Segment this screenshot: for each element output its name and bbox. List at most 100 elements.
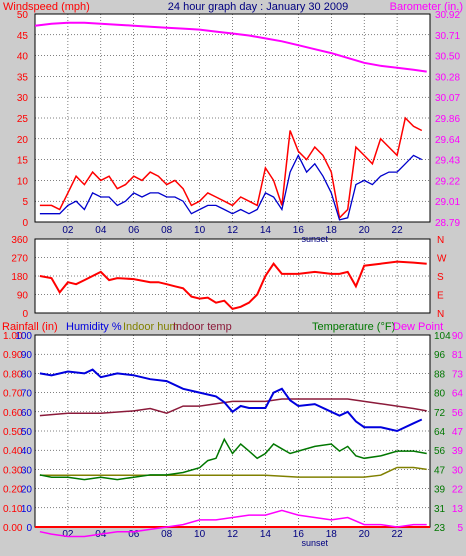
humidity-tick-label: 0 <box>26 523 32 534</box>
windspeed-tick-label: 5 <box>22 197 28 208</box>
windspeed-tick-label: 10 <box>17 176 29 187</box>
rainfall-tick-label: 0.00 <box>3 523 23 534</box>
temperature-tick-label: 72 <box>434 408 446 419</box>
dewpoint-tick-label: 73 <box>452 369 464 380</box>
x-tick-label: 06 <box>128 529 140 540</box>
x-tick-label: 20 <box>359 225 371 236</box>
windspeed-gust-line <box>39 116 423 220</box>
x-tick-label: 14 <box>260 225 272 236</box>
rainfall-tick-label: 0.90 <box>3 350 23 361</box>
indoor-humidity-line <box>39 466 427 478</box>
x-tick-label: 12 <box>227 529 239 540</box>
windspeed-tick-label: 50 <box>17 10 29 21</box>
dewpoint-tick-label: 64 <box>452 389 464 400</box>
x-tick-label: 02 <box>62 529 74 540</box>
humidity-tick-label: 10 <box>21 504 33 515</box>
direction-tick-label: 90 <box>17 291 29 302</box>
x-tick-label: 20 <box>359 529 371 540</box>
direction-tick-label: 360 <box>11 235 28 246</box>
dewpoint-tick-label: 90 <box>452 331 464 342</box>
x-tick-label: 16 <box>293 225 305 236</box>
x-tick-label: 14 <box>260 529 272 540</box>
temperature-tick-label: 104 <box>434 331 451 342</box>
barometer-tick-label: 30.50 <box>435 52 460 63</box>
x-tick-label: 08 <box>161 225 173 236</box>
temperature-tick-label: 47 <box>434 465 446 476</box>
sunset-label: sunset <box>302 538 329 548</box>
windspeed-tick-label: 25 <box>17 114 29 125</box>
rainfall-tick-label: 0.70 <box>3 389 23 400</box>
dewpoint-tick-label: 81 <box>452 350 464 361</box>
humidity-tick-label: 80 <box>21 369 33 380</box>
windspeed-axis-label: Windspeed (mph) <box>3 1 90 13</box>
x-tick-label: 22 <box>392 225 404 236</box>
dewpoint-tick-label: 56 <box>452 408 464 419</box>
windspeed-tick-label: 35 <box>17 72 29 83</box>
barometer-tick-label: 30.07 <box>435 93 460 104</box>
humidity-tick-label: 70 <box>21 389 33 400</box>
humidity-line <box>39 368 423 433</box>
x-tick-label: 08 <box>161 529 173 540</box>
chart-title: 24 hour graph day : January 30 2009 <box>168 1 348 13</box>
direction-tick-label: 270 <box>11 254 28 265</box>
windspeed-tick-label: 20 <box>17 135 29 146</box>
compass-label: S <box>437 272 444 283</box>
barometer-line <box>34 21 427 73</box>
barometer-tick-label: 28.79 <box>435 218 460 229</box>
sunset-label: sunset <box>302 234 329 244</box>
temperature-axis-label: Temperature (°F) <box>312 321 395 333</box>
rainfall-tick-label: 0.30 <box>3 465 23 476</box>
rainfall-tick-label: 1.00 <box>3 331 23 342</box>
humidity-tick-label: 40 <box>21 446 33 457</box>
barometer-tick-label: 29.22 <box>435 176 460 187</box>
temperature-tick-label: 96 <box>434 350 446 361</box>
barometer-tick-label: 29.64 <box>435 135 460 146</box>
temperature-tick-label: 64 <box>434 427 446 438</box>
humidity-tick-label: 20 <box>21 485 33 496</box>
humidity-axis-label: Humidity % <box>66 321 122 333</box>
compass-label: W <box>437 254 447 265</box>
x-tick-label: 18 <box>326 529 338 540</box>
x-tick-label: 18 <box>326 225 338 236</box>
compass-label: E <box>437 291 444 302</box>
rainfall-tick-label: 0.40 <box>3 446 23 457</box>
dewpoint-tick-label: 5 <box>457 523 463 534</box>
indoor-temp-line <box>39 398 427 417</box>
x-tick-label: 10 <box>194 225 206 236</box>
x-tick-label: 10 <box>194 529 206 540</box>
dewpoint-tick-label: 39 <box>452 446 464 457</box>
barometer-tick-label: 29.86 <box>435 114 460 125</box>
chart-marks: 0510152025303540455028.7929.0129.2229.43… <box>3 10 463 548</box>
temperature-tick-label: 56 <box>434 446 446 457</box>
wind-direction-line <box>39 260 427 311</box>
compass-label: N <box>437 309 444 320</box>
dewpoint-axis-label: Dew Point <box>393 321 443 333</box>
temperature-line <box>39 437 427 481</box>
x-tick-label: 04 <box>95 225 107 236</box>
rainfall-tick-label: 0.10 <box>3 504 23 515</box>
humidity-tick-label: 30 <box>21 465 33 476</box>
x-tick-label: 16 <box>293 529 305 540</box>
barometer-tick-label: 29.01 <box>435 197 460 208</box>
compass-label: N <box>437 235 444 246</box>
barometer-axis-label: Barometer (in.) <box>390 1 463 13</box>
rainfall-tick-label: 0.50 <box>3 427 23 438</box>
dewpoint-tick-label: 47 <box>452 427 464 438</box>
barometer-tick-label: 29.43 <box>435 156 460 167</box>
humidity-tick-label: 100 <box>15 331 32 342</box>
rainfall-axis-label: Rainfall (in) <box>2 321 58 333</box>
dewpoint-line <box>39 509 427 538</box>
direction-tick-label: 0 <box>22 309 28 320</box>
temperature-tick-label: 39 <box>434 485 446 496</box>
x-tick-label: 06 <box>128 225 140 236</box>
temperature-tick-label: 31 <box>434 504 446 515</box>
indoor-hum-axis-label: Indoor hum <box>123 321 179 333</box>
x-tick-label: 02 <box>62 225 74 236</box>
direction-tick-label: 180 <box>11 272 28 283</box>
humidity-tick-label: 50 <box>21 427 33 438</box>
dewpoint-tick-label: 22 <box>452 485 464 496</box>
barometer-tick-label: 30.28 <box>435 72 460 83</box>
windspeed-average-line <box>39 153 423 221</box>
windspeed-tick-label: 30 <box>17 93 29 104</box>
